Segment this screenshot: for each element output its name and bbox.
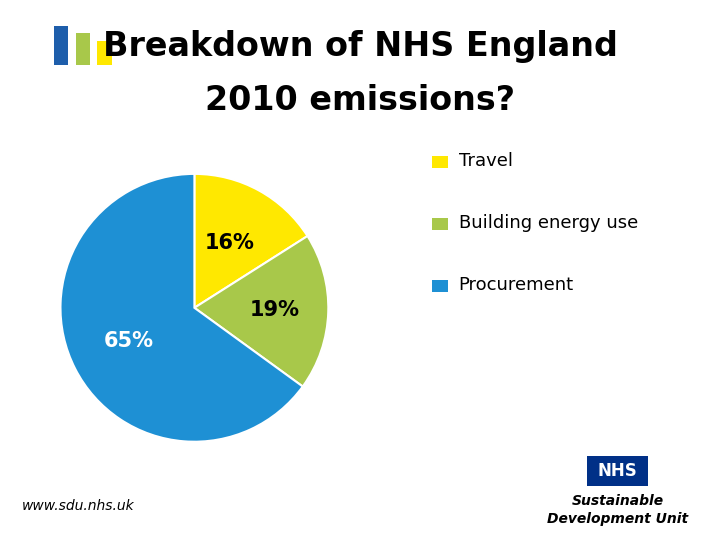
Text: Development Unit: Development Unit: [546, 512, 688, 526]
Text: 2010 emissions?: 2010 emissions?: [205, 84, 515, 117]
Bar: [54, 26, 68, 65]
Bar: [432, 218, 448, 230]
Text: 19%: 19%: [250, 300, 300, 320]
Text: Sustainable: Sustainable: [572, 494, 663, 508]
Bar: [76, 33, 90, 65]
Bar: [587, 456, 648, 486]
Wedge shape: [60, 174, 302, 442]
Bar: [97, 41, 112, 65]
Text: 65%: 65%: [104, 331, 154, 351]
Wedge shape: [194, 174, 307, 308]
Text: NHS: NHS: [598, 462, 637, 480]
Bar: [432, 156, 448, 168]
Text: Building energy use: Building energy use: [459, 214, 638, 232]
Bar: [432, 280, 448, 292]
Wedge shape: [194, 236, 328, 387]
Text: Travel: Travel: [459, 152, 513, 170]
Text: 16%: 16%: [205, 233, 255, 253]
Text: www.sdu.nhs.uk: www.sdu.nhs.uk: [22, 499, 134, 513]
Text: Breakdown of NHS England: Breakdown of NHS England: [102, 30, 618, 63]
Text: Procurement: Procurement: [459, 276, 574, 294]
